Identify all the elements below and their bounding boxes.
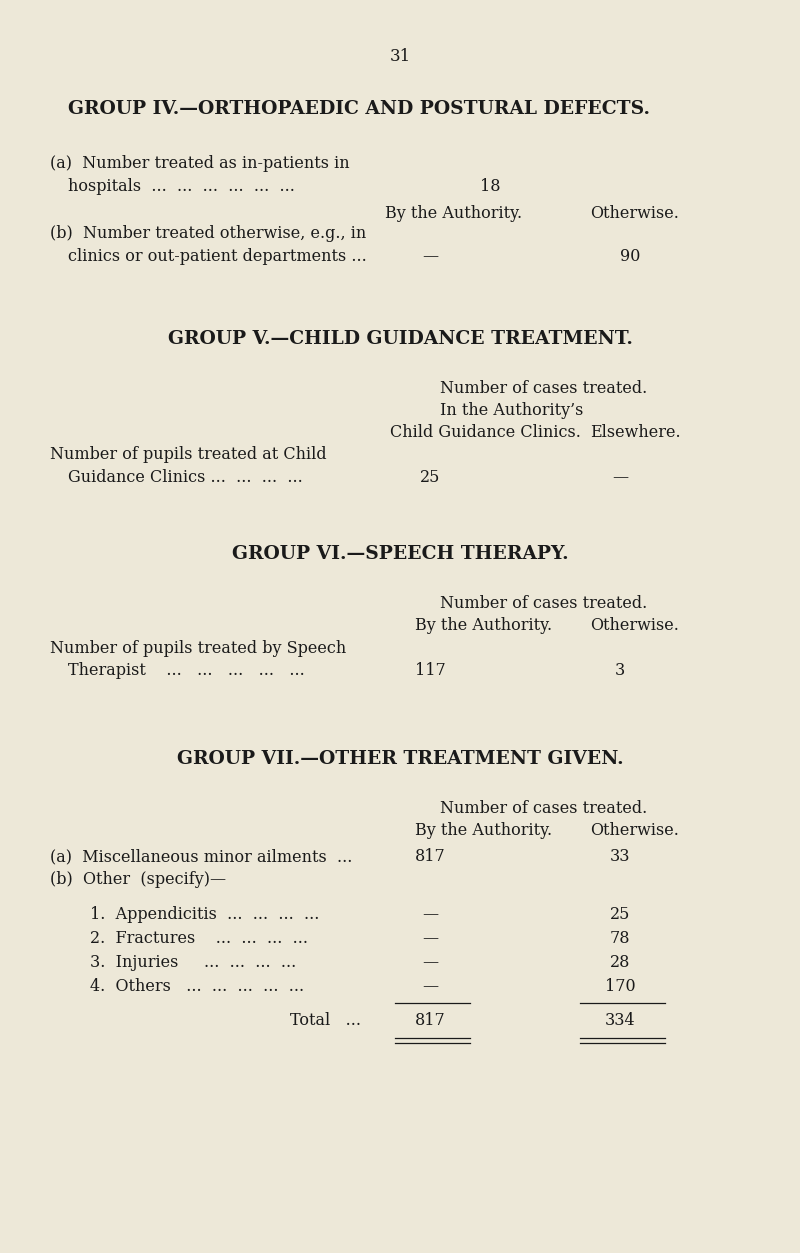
Text: 3.  Injuries     ...  ...  ...  ...: 3. Injuries ... ... ... ... (90, 954, 296, 971)
Text: Otherwise.: Otherwise. (590, 822, 679, 840)
Text: —: — (422, 906, 438, 923)
Text: —: — (422, 954, 438, 971)
Text: 334: 334 (605, 1012, 635, 1029)
Text: Otherwise.: Otherwise. (590, 205, 679, 222)
Text: By the Authority.: By the Authority. (415, 822, 552, 840)
Text: 1.  Appendicitis  ...  ...  ...  ...: 1. Appendicitis ... ... ... ... (90, 906, 319, 923)
Text: 33: 33 (610, 848, 630, 865)
Text: —: — (612, 469, 628, 486)
Text: 817: 817 (414, 848, 446, 865)
Text: GROUP VI.—SPEECH THERAPY.: GROUP VI.—SPEECH THERAPY. (232, 545, 568, 563)
Text: 28: 28 (610, 954, 630, 971)
Text: —: — (422, 248, 438, 264)
Text: (a)  Number treated as in-patients in: (a) Number treated as in-patients in (50, 155, 350, 172)
Text: GROUP IV.—ORTHOPAEDIC AND POSTURAL DEFECTS.: GROUP IV.—ORTHOPAEDIC AND POSTURAL DEFEC… (68, 100, 650, 118)
Text: Number of cases treated.: Number of cases treated. (440, 595, 647, 611)
Text: —: — (422, 930, 438, 947)
Text: Total   ...: Total ... (290, 1012, 361, 1029)
Text: 2.  Fractures    ...  ...  ...  ...: 2. Fractures ... ... ... ... (90, 930, 308, 947)
Text: Elsewhere.: Elsewhere. (590, 424, 681, 441)
Text: Otherwise.: Otherwise. (590, 616, 679, 634)
Text: 170: 170 (605, 979, 635, 995)
Text: 90: 90 (620, 248, 640, 264)
Text: 3: 3 (615, 662, 625, 679)
Text: clinics or out-patient departments ...: clinics or out-patient departments ... (68, 248, 366, 264)
Text: 117: 117 (414, 662, 446, 679)
Text: GROUP VII.—OTHER TREATMENT GIVEN.: GROUP VII.—OTHER TREATMENT GIVEN. (177, 751, 623, 768)
Text: 25: 25 (610, 906, 630, 923)
Text: (b)  Number treated otherwise, e.g., in: (b) Number treated otherwise, e.g., in (50, 226, 366, 242)
Text: GROUP V.—CHILD GUIDANCE TREATMENT.: GROUP V.—CHILD GUIDANCE TREATMENT. (167, 330, 633, 348)
Text: (b)  Other  (specify)—: (b) Other (specify)— (50, 871, 226, 888)
Text: 31: 31 (390, 48, 410, 65)
Text: 4.  Others   ...  ...  ...  ...  ...: 4. Others ... ... ... ... ... (90, 979, 304, 995)
Text: hospitals  ...  ...  ...  ...  ...  ...: hospitals ... ... ... ... ... ... (68, 178, 295, 195)
Text: 18: 18 (480, 178, 500, 195)
Text: Child Guidance Clinics.: Child Guidance Clinics. (390, 424, 581, 441)
Text: Guidance Clinics ...  ...  ...  ...: Guidance Clinics ... ... ... ... (68, 469, 302, 486)
Text: In the Authority’s: In the Authority’s (440, 402, 583, 419)
Text: Number of cases treated.: Number of cases treated. (440, 380, 647, 397)
Text: Number of pupils treated by Speech: Number of pupils treated by Speech (50, 640, 346, 657)
Text: Number of cases treated.: Number of cases treated. (440, 799, 647, 817)
Text: —: — (422, 979, 438, 995)
Text: Therapist    ...   ...   ...   ...   ...: Therapist ... ... ... ... ... (68, 662, 305, 679)
Text: 78: 78 (610, 930, 630, 947)
Text: 817: 817 (414, 1012, 446, 1029)
Text: By the Authority.: By the Authority. (385, 205, 522, 222)
Text: Number of pupils treated at Child: Number of pupils treated at Child (50, 446, 326, 464)
Text: By the Authority.: By the Authority. (415, 616, 552, 634)
Text: 25: 25 (420, 469, 440, 486)
Text: (a)  Miscellaneous minor ailments  ...: (a) Miscellaneous minor ailments ... (50, 848, 352, 865)
